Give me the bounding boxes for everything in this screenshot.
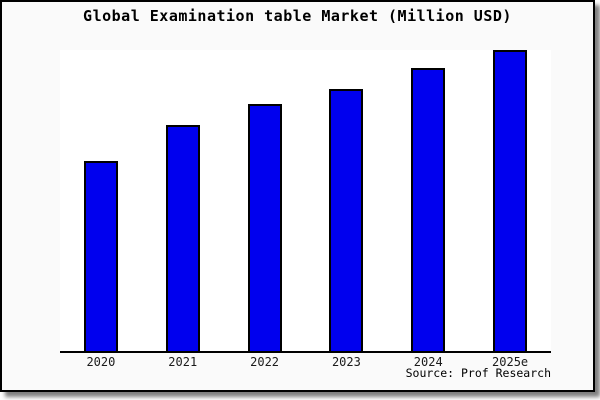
plot-area xyxy=(60,50,551,353)
bar-2024 xyxy=(411,68,446,351)
source-note: Source: Prof Research xyxy=(405,366,551,380)
x-tick-label-2021: 2021 xyxy=(168,355,198,369)
x-tick-label-2024: 2024 xyxy=(413,355,443,369)
x-tick-label-2022: 2022 xyxy=(250,355,280,369)
x-tick-label-2023: 2023 xyxy=(331,355,361,369)
bar-2021 xyxy=(165,125,200,351)
chart-title: Global Examination table Market (Million… xyxy=(83,7,512,25)
x-tick-label-2025e: 2025e xyxy=(492,355,529,369)
bar-2023 xyxy=(329,89,364,351)
chart-frame: Global Examination table Market (Million… xyxy=(0,0,595,392)
x-tick-label-2020: 2020 xyxy=(86,355,116,369)
bar-2022 xyxy=(247,104,282,351)
x-axis-labels: 2020 2021 2022 2023 2024 2025e xyxy=(60,355,551,370)
bar-2025e xyxy=(493,50,528,351)
bar-2020 xyxy=(83,161,118,351)
